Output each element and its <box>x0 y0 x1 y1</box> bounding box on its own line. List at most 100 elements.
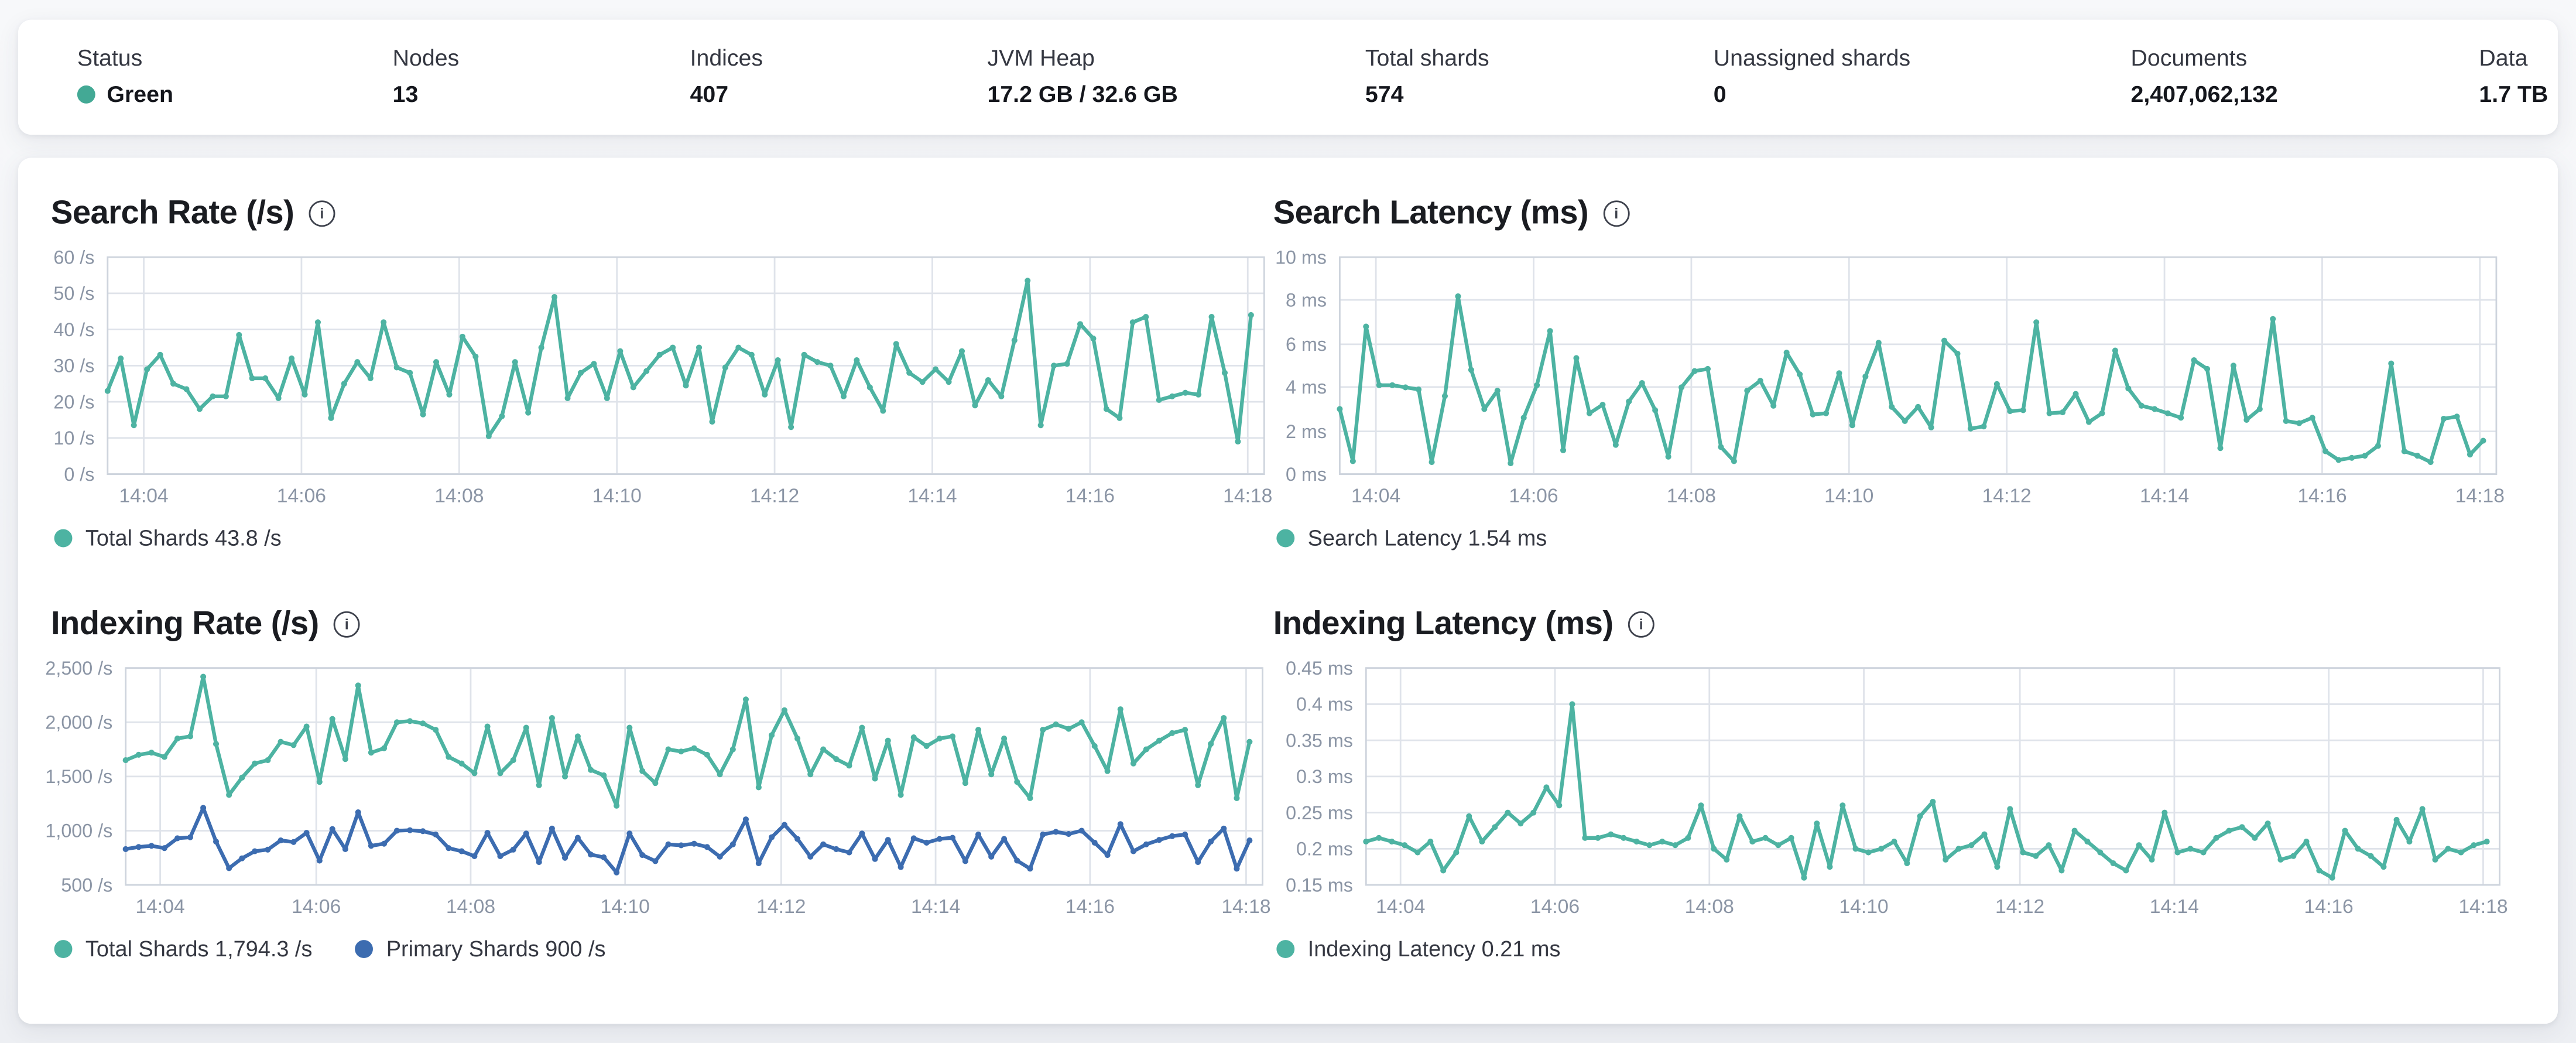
svg-text:14:04: 14:04 <box>119 485 168 507</box>
indexing-rate-chart-section: Indexing Rate (/s) i 500 /s 1,000 /s 1,500… <box>45 605 1270 962</box>
legend-item[interactable]: Total Shards 43.8 /s <box>54 526 282 550</box>
svg-text:6 ms: 6 ms <box>1286 334 1327 355</box>
svg-text:14:14: 14:14 <box>911 896 960 918</box>
indexing-latency-title: Indexing Latency (ms) <box>1273 606 1614 642</box>
stat-status-value: Green <box>77 82 173 105</box>
series-dot-icon <box>54 940 73 958</box>
svg-text:14:12: 14:12 <box>1995 896 2044 918</box>
svg-text:10 /s: 10 /s <box>53 428 94 449</box>
legend-label: Total Shards 43.8 /s <box>85 525 282 551</box>
svg-text:14:16: 14:16 <box>1066 485 1115 507</box>
svg-text:8 ms: 8 ms <box>1286 289 1327 310</box>
svg-text:0.35 ms: 0.35 ms <box>1286 730 1353 751</box>
indexing-latency-title-row: Indexing Latency (ms) i <box>1273 605 2509 644</box>
svg-text:0 /s: 0 /s <box>64 464 94 485</box>
indexing-rate-legend: Total Shards 1,794.3 /s Primary Shards 9… <box>51 936 1270 962</box>
series-dot-icon <box>54 529 73 548</box>
indexing-latency-chart[interactable]: 0.15 ms 0.2 ms 0.25 ms 0.3 ms 0.35 ms 0.4 ms 0… <box>1273 658 2509 924</box>
info-icon[interactable]: i <box>333 611 360 638</box>
search-latency-title-row: Search Latency (ms) i <box>1273 194 2509 233</box>
svg-text:500 /s: 500 /s <box>61 874 112 895</box>
series-dot-icon <box>1276 940 1295 958</box>
svg-text:0.45 ms: 0.45 ms <box>1286 658 1353 679</box>
legend-item[interactable]: Total Shards 1,794.3 /s <box>54 936 313 962</box>
svg-text:40 /s: 40 /s <box>53 319 94 340</box>
search-latency-chart[interactable]: 0 ms 2 ms 4 ms 6 ms 8 ms 10 ms 14:04 14:06 14:08… <box>1273 247 2509 513</box>
svg-text:14:12: 14:12 <box>1982 485 2032 507</box>
svg-text:0.3 ms: 0.3 ms <box>1296 766 1353 787</box>
info-icon[interactable]: i <box>1603 200 1630 227</box>
svg-text:0.2 ms: 0.2 ms <box>1296 839 1353 860</box>
indexing-latency-chart-section: Indexing Latency (ms) i 0.15 ms 0.2 ms 0.2… <box>1273 605 2509 962</box>
indexing-rate-chart[interactable]: 500 /s 1,000 /s 1,500 /s 2,000 /s 2,500 /s 14… <box>45 658 1270 924</box>
search-latency-chart-section: Search Latency (ms) i 0 ms 2 ms 4 ms 6 ms 8 … <box>1273 194 2509 551</box>
stat-status: Status Green <box>77 46 173 105</box>
svg-text:2,500 /s: 2,500 /s <box>45 658 112 679</box>
legend-label: Search Latency 1.54 ms <box>1307 525 1547 551</box>
svg-text:0.15 ms: 0.15 ms <box>1286 874 1353 895</box>
svg-text:14:08: 14:08 <box>1685 896 1734 918</box>
svg-text:14:16: 14:16 <box>2304 896 2354 918</box>
svg-text:0.25 ms: 0.25 ms <box>1286 802 1353 823</box>
svg-text:14:08: 14:08 <box>434 485 484 507</box>
svg-text:14:06: 14:06 <box>292 896 341 918</box>
svg-text:14:04: 14:04 <box>135 896 184 918</box>
svg-text:14:18: 14:18 <box>1221 896 1270 918</box>
search-rate-chart[interactable]: 0 /s 10 /s 20 /s 30 /s 40 /s 50 /s 60 /s 14:04 1… <box>51 247 1272 513</box>
svg-text:14:06: 14:06 <box>1530 896 1580 918</box>
search-latency-title: Search Latency (ms) <box>1273 194 1589 231</box>
stat-jvm-heap: JVM Heap 17.2 GB / 32.6 GB <box>987 44 1178 107</box>
svg-text:14:18: 14:18 <box>2458 896 2508 918</box>
legend-item[interactable]: Primary Shards 900 /s <box>355 936 606 962</box>
info-icon[interactable]: i <box>309 200 335 227</box>
legend-label: Indexing Latency 0.21 ms <box>1307 936 1561 962</box>
svg-text:0 ms: 0 ms <box>1286 464 1327 485</box>
stat-total-shards: Total shards 574 <box>1365 44 1489 107</box>
legend-item[interactable]: Indexing Latency 0.21 ms <box>1276 936 1561 962</box>
legend-label: Primary Shards 900 /s <box>386 936 606 962</box>
svg-text:14:10: 14:10 <box>592 485 642 507</box>
search-rate-title-row: Search Rate (/s) i <box>51 194 1270 233</box>
svg-text:14:14: 14:14 <box>2150 896 2199 918</box>
svg-text:4 ms: 4 ms <box>1286 377 1327 398</box>
stat-unassigned-shards: Unassigned shards 0 <box>1713 44 1911 107</box>
info-icon[interactable]: i <box>1628 611 1654 638</box>
svg-text:30 /s: 30 /s <box>53 355 94 377</box>
search-rate-chart-section: Search Rate (/s) i 0 /s 10 /s 20 /s 30 /s 40… <box>51 194 1272 551</box>
svg-text:14:08: 14:08 <box>446 896 495 918</box>
svg-text:14:10: 14:10 <box>601 896 650 918</box>
svg-text:14:10: 14:10 <box>1839 896 1888 918</box>
search-latency-legend: Search Latency 1.54 ms <box>1273 526 2509 550</box>
stat-data-size: Data 1.7 TB <box>2479 44 2548 107</box>
svg-text:20 /s: 20 /s <box>53 391 94 412</box>
svg-text:1,500 /s: 1,500 /s <box>45 766 112 787</box>
cluster-stats-panel: Status Green Nodes 13 Indices 407 JVM He… <box>18 19 2558 135</box>
svg-text:14:18: 14:18 <box>2455 485 2505 507</box>
metrics-panel: Search Rate (/s) i 0 /s 10 /s 20 /s 30 /s 40… <box>18 158 2558 1024</box>
svg-text:0.4 ms: 0.4 ms <box>1296 694 1353 715</box>
svg-text:2,000 /s: 2,000 /s <box>45 712 112 733</box>
svg-text:14:14: 14:14 <box>2140 485 2189 507</box>
svg-text:14:06: 14:06 <box>1509 485 1558 507</box>
stat-nodes: Nodes 13 <box>392 44 460 107</box>
legend-label: Total Shards 1,794.3 /s <box>85 936 313 962</box>
series-dot-icon <box>1276 529 1295 548</box>
indexing-rate-title: Indexing Rate (/s) <box>50 606 319 642</box>
svg-text:14:08: 14:08 <box>1667 485 1716 507</box>
indexing-latency-legend: Indexing Latency 0.21 ms <box>1273 936 2509 962</box>
stat-indices: Indices 407 <box>690 44 763 107</box>
svg-text:14:16: 14:16 <box>1066 896 1115 918</box>
svg-text:14:06: 14:06 <box>277 485 326 507</box>
svg-text:14:18: 14:18 <box>1223 485 1272 507</box>
svg-text:10 ms: 10 ms <box>1275 247 1327 268</box>
legend-item[interactable]: Search Latency 1.54 ms <box>1276 526 1547 550</box>
search-rate-title: Search Rate (/s) <box>50 194 294 231</box>
svg-text:14:04: 14:04 <box>1351 485 1400 507</box>
stat-status-text: Green <box>107 80 173 107</box>
svg-text:2 ms: 2 ms <box>1286 421 1327 442</box>
svg-text:14:12: 14:12 <box>756 896 806 918</box>
svg-text:1,000 /s: 1,000 /s <box>45 820 112 842</box>
svg-text:60 /s: 60 /s <box>53 247 94 268</box>
indexing-rate-title-row: Indexing Rate (/s) i <box>51 605 1270 644</box>
